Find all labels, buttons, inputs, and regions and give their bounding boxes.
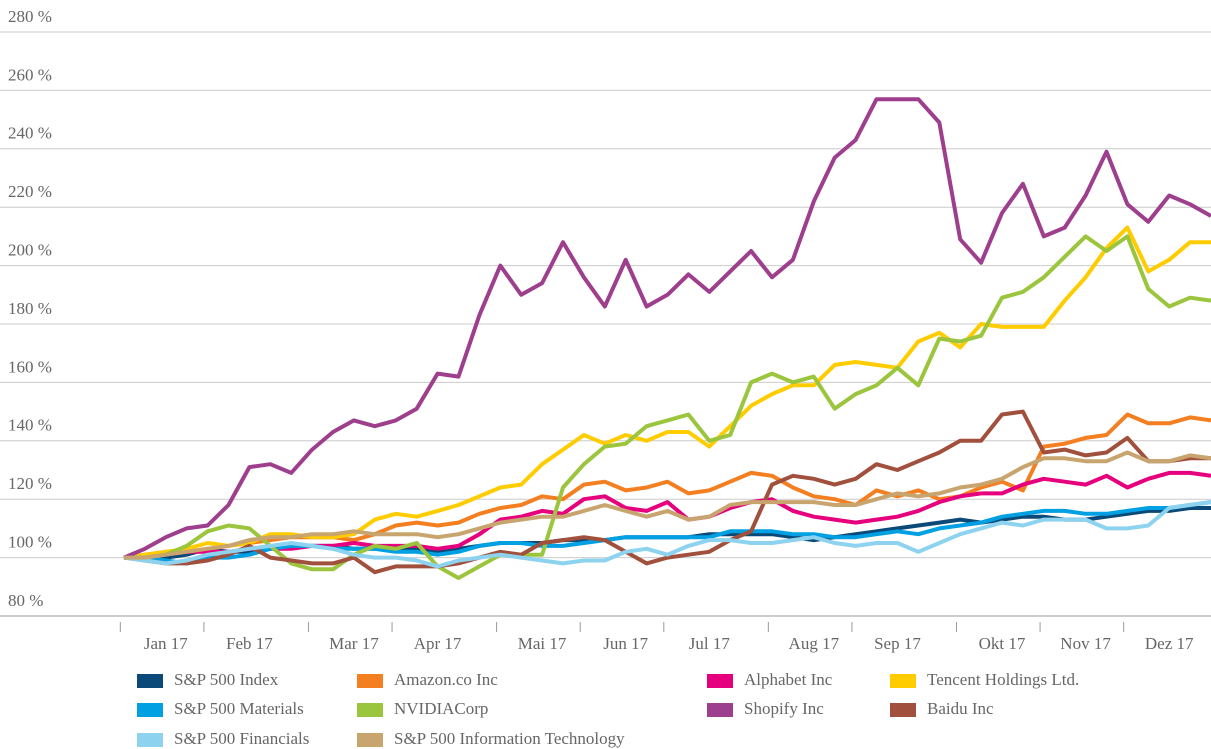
legend-label: S&P 500 Financials: [174, 729, 309, 748]
y-tick-label: 80 %: [8, 591, 43, 610]
y-tick-label: 160 %: [8, 357, 52, 376]
y-tick-label: 120 %: [8, 474, 52, 493]
series-line: [123, 409, 1211, 575]
series-line: [124, 234, 1211, 580]
legend-label: Alphabet Inc: [744, 670, 833, 689]
x-tick-label: Sep 17: [874, 634, 921, 653]
legend-swatch: [137, 674, 163, 688]
x-tick-label: Aug 17: [789, 634, 840, 653]
legend-label: S&P 500 Materials: [174, 699, 304, 718]
x-tick-label: Feb 17: [226, 634, 273, 653]
x-tick-label: Mai 17: [518, 634, 567, 653]
legend-label: S&P 500 Information Technology: [394, 729, 625, 748]
y-tick-label: 280 %: [8, 7, 52, 26]
x-tick-label: Jan 17: [144, 634, 188, 653]
legend-swatch: [890, 674, 916, 688]
legend-swatch: [357, 703, 383, 717]
legend-label: Shopify Inc: [744, 699, 824, 718]
x-tick-label: Okt 17: [979, 634, 1026, 653]
legend-swatch: [357, 733, 383, 747]
y-tick-label: 220 %: [8, 182, 52, 201]
legend-label: Tencent Holdings Ltd.: [927, 670, 1079, 689]
legend-swatch: [707, 674, 733, 688]
x-tick-label: Apr 17: [414, 634, 462, 653]
legend-label: Amazon.co Inc: [394, 670, 498, 689]
legend-label: Baidu Inc: [927, 699, 994, 718]
x-tick-label: Dez 17: [1145, 634, 1194, 653]
series-line: [123, 500, 1211, 569]
x-tick-label: Jun 17: [603, 634, 648, 653]
y-tick-label: 140 %: [8, 416, 52, 435]
legend-label: S&P 500 Index: [174, 670, 279, 689]
y-tick-label: 200 %: [8, 241, 52, 260]
x-tick-label: Nov 17: [1060, 634, 1111, 653]
y-tick-label: 240 %: [8, 124, 52, 143]
x-tick-label: Jul 17: [689, 634, 731, 653]
y-tick-label: 260 %: [8, 65, 52, 84]
legend-swatch: [137, 703, 163, 717]
x-tick-label: Mar 17: [329, 634, 379, 653]
series-line: [124, 450, 1211, 560]
legend-swatch: [137, 733, 163, 747]
y-tick-label: 180 %: [8, 299, 52, 318]
series-line: [123, 97, 1211, 560]
legend-label: NVIDIACorp: [394, 699, 488, 718]
legend-swatch: [707, 703, 733, 717]
series-line: [123, 225, 1211, 560]
y-tick-label: 100 %: [8, 533, 52, 552]
legend-swatch: [357, 674, 383, 688]
legend-swatch: [890, 703, 916, 717]
